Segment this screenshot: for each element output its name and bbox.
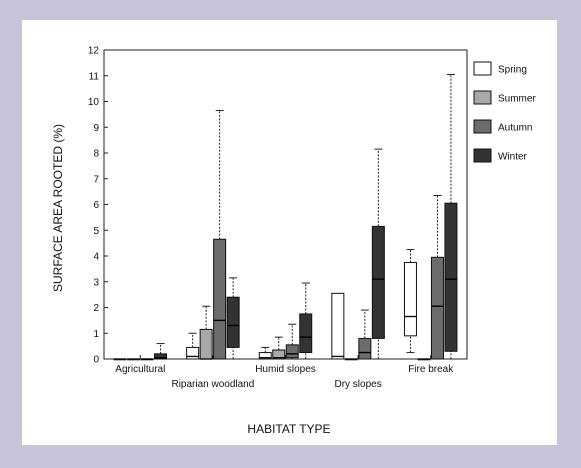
box-spring	[113, 358, 127, 361]
y-tick-label: 10	[88, 97, 100, 108]
category-label: Fire break	[408, 364, 454, 375]
box	[186, 346, 200, 360]
legend-swatch-summer	[473, 90, 492, 105]
legend-label-winter: Winter	[498, 152, 528, 163]
y-axis-label: SURFACE AREA ROOTED (%)	[51, 124, 65, 292]
box	[331, 292, 345, 360]
category-label: Dry slopes	[334, 379, 381, 390]
legend-swatch-autumn	[473, 119, 492, 134]
y-tick-label: 4	[93, 252, 99, 263]
category-label: Agricultural	[115, 364, 165, 375]
legend-swatch-spring	[473, 61, 492, 76]
category-label: Humid slopes	[255, 364, 316, 375]
box-plot-series	[113, 73, 458, 361]
box-autumn	[358, 309, 372, 360]
y-tick-label: 0	[93, 355, 99, 366]
box-spring	[331, 292, 345, 360]
box-spring	[186, 332, 200, 360]
y-tick-label: 5	[93, 226, 99, 237]
box-winter	[444, 73, 458, 360]
box-summer	[344, 358, 358, 361]
box	[403, 261, 417, 337]
x-axis-label: HABITAT TYPE	[247, 422, 330, 436]
y-tick-label: 1	[93, 329, 99, 340]
box-winter	[226, 277, 240, 360]
box	[213, 238, 227, 360]
box-spring	[403, 249, 417, 354]
box	[371, 225, 385, 339]
box-summer	[272, 336, 286, 360]
y-tick-label: 6	[93, 200, 99, 211]
box-summer	[127, 358, 141, 361]
box-winter	[299, 282, 313, 360]
box	[272, 349, 286, 360]
box-spring	[258, 346, 272, 360]
y-tick-label: 9	[93, 123, 99, 134]
box	[258, 352, 272, 360]
box-autumn	[213, 110, 227, 360]
box	[199, 328, 213, 360]
box-autumn	[430, 194, 444, 360]
y-tick-label: 3	[93, 277, 99, 288]
box-autumn	[140, 358, 154, 361]
legend-swatch-winter	[473, 148, 492, 163]
box-summer	[417, 358, 431, 361]
y-tick-label: 12	[88, 46, 100, 57]
box-winter	[154, 343, 168, 360]
box	[358, 337, 372, 360]
category-label: Riparian woodland	[171, 379, 254, 390]
y-tick-label: 8	[93, 149, 99, 160]
chart-panel: 0 1 2 3 4 5 6 7 8 9 10 11 12 Agricultural Riparian wo…	[22, 20, 557, 445]
y-tick-label: 7	[93, 174, 99, 185]
y-tick-label: 2	[93, 303, 99, 314]
legend-label-summer: Summer	[498, 94, 536, 105]
legend-label-autumn: Autumn	[498, 123, 532, 134]
box	[285, 344, 299, 359]
box	[299, 313, 313, 354]
y-tick-label: 11	[89, 71, 100, 82]
box-winter	[371, 148, 385, 360]
box	[226, 296, 240, 348]
legend: Spring Summer Autumn Winter	[473, 61, 536, 163]
box-summer	[199, 305, 213, 360]
box	[154, 353, 168, 360]
legend-label-spring: Spring	[498, 65, 527, 76]
box	[444, 202, 458, 352]
box	[430, 256, 444, 360]
box-autumn	[285, 323, 299, 360]
